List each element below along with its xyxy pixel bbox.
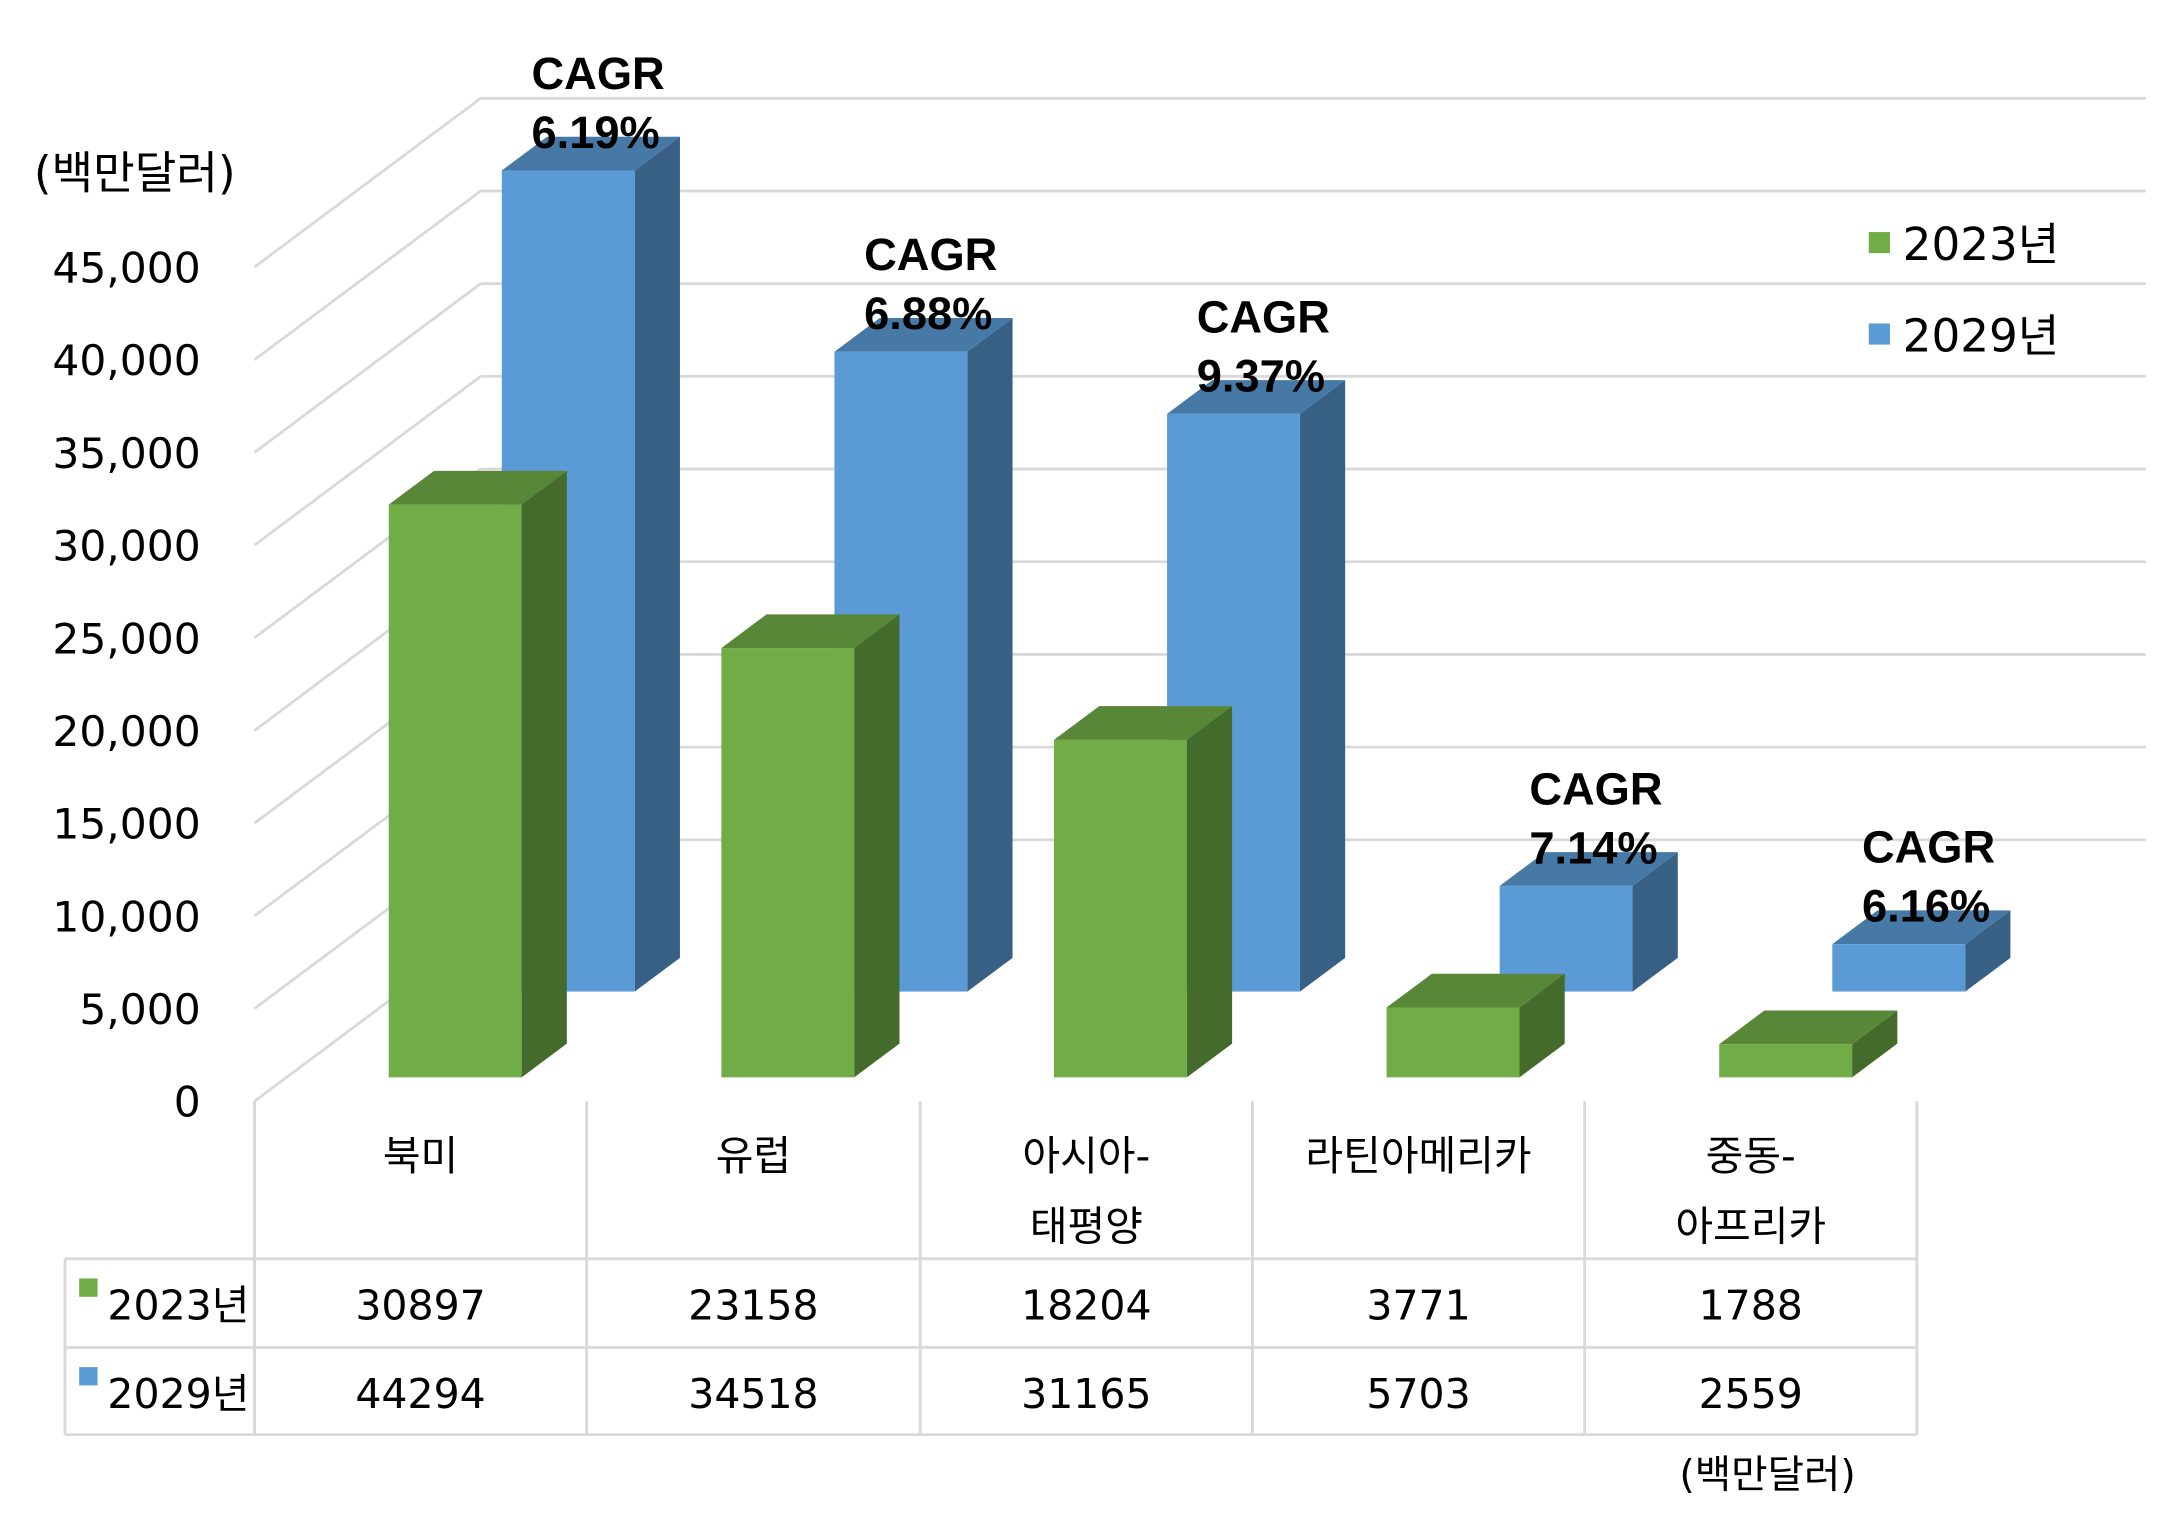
- table-cell: 31165: [1021, 1370, 1151, 1418]
- table-cell: 44294: [355, 1370, 485, 1418]
- bar-2029년-4: [1832, 910, 2011, 992]
- cagr-label-value: 9.37%: [1197, 350, 1325, 401]
- table-legend-swatch: [79, 1367, 98, 1386]
- cagr-label-value: 6.16%: [1862, 881, 1990, 932]
- legend-label: 2029년: [1903, 310, 2060, 363]
- bar-2023년-1: [721, 614, 900, 1078]
- category-label: 중동-: [1706, 1132, 1796, 1180]
- y-tick-label: 45,000: [52, 244, 200, 293]
- bar-top: [1386, 973, 1565, 1008]
- bar-side: [1299, 380, 1346, 992]
- gridline-side: [253, 375, 482, 547]
- cagr-annotations: CAGR 6.19% CAGR 6.88% CAGR 9.37% CAGR 7.14% CAGR…: [532, 48, 1996, 932]
- y-tick-label: 20,000: [52, 707, 200, 756]
- table-cell: 18204: [1021, 1281, 1151, 1329]
- legend-label: 2023년: [1903, 218, 2060, 271]
- y-tick-label: 15,000: [52, 800, 200, 849]
- table-series-label: 2023년: [107, 1281, 249, 1329]
- y-tick-label: 30,000: [52, 522, 200, 571]
- category-label: 라틴아메리카: [1305, 1132, 1531, 1180]
- bar-top: [388, 470, 567, 505]
- table-legend-swatch: [79, 1278, 98, 1297]
- category-label: 아시아-: [1022, 1132, 1150, 1180]
- bar-side: [1632, 852, 1678, 992]
- bar-top: [721, 614, 900, 649]
- bar-2023년-3: [1386, 973, 1565, 1078]
- bar-side: [967, 317, 1013, 992]
- y-tick-label: 35,000: [52, 429, 200, 478]
- legend-swatch: [1868, 232, 1890, 254]
- gridline-side: [253, 282, 482, 454]
- bar-top: [834, 317, 1013, 352]
- bar-top: [1499, 852, 1678, 886]
- bar-front: [1832, 944, 1966, 992]
- category-label: 태평양: [1030, 1203, 1143, 1251]
- category-label: 북미: [383, 1132, 458, 1180]
- bar-top: [501, 136, 680, 171]
- category-label: 아프리카: [1675, 1203, 1826, 1251]
- table-cell: 30897: [355, 1281, 485, 1329]
- bar-2023년-0: [388, 470, 567, 1078]
- bar-side: [521, 470, 567, 1078]
- cagr-label-title: CAGR: [1197, 291, 1330, 342]
- table-cell: 34518: [688, 1370, 818, 1418]
- bar-2029년-3: [1499, 852, 1678, 992]
- bar-front: [1053, 739, 1187, 1078]
- bar-top: [1719, 1010, 1898, 1045]
- table-unit-label: (백만달러): [1679, 1452, 1855, 1498]
- table-cell: 2559: [1699, 1370, 1803, 1418]
- cagr-label-title: CAGR: [864, 229, 997, 280]
- bars: [388, 136, 2011, 1078]
- cagr-label-value: 6.88%: [864, 288, 992, 339]
- cagr-label-value: 6.19%: [532, 107, 660, 158]
- bar-2023년-2: [1053, 706, 1233, 1078]
- gridline-side: [253, 189, 482, 361]
- bar-2023년-4: [1719, 1010, 1898, 1078]
- table-cell: 5703: [1366, 1370, 1470, 1418]
- category-label: 유럽: [716, 1132, 791, 1180]
- bar-side: [854, 614, 900, 1078]
- cagr-label-title: CAGR: [1862, 822, 1995, 873]
- bar-front: [1386, 1007, 1520, 1078]
- legend-swatch: [1868, 323, 1890, 345]
- y-tick-label: 0: [174, 1078, 201, 1127]
- y-axis: 0 5,000 10,000 15,000 20,000 25,000 30,000 35,0…: [52, 244, 200, 1127]
- bar-side: [1186, 706, 1233, 1078]
- bar-top: [1053, 706, 1233, 740]
- table-cell: 3771: [1366, 1281, 1470, 1329]
- table-series-label: 2029년: [107, 1370, 249, 1418]
- gridline-side: [253, 97, 482, 269]
- y-tick-label: 10,000: [52, 892, 200, 941]
- table-cell: 23158: [688, 1281, 818, 1329]
- y-axis-unit-label: (백만달러): [34, 147, 236, 200]
- bar-front: [721, 648, 855, 1078]
- bar-side: [1852, 1010, 1898, 1078]
- bar-front: [1719, 1044, 1853, 1078]
- y-tick-label: 25,000: [52, 614, 200, 663]
- data-table: 북미 유럽 아시아- 태평양 라틴아메리카 중동- 아프리카 2023년 30897 23158 1…: [63, 1101, 1919, 1437]
- y-tick-label: 40,000: [52, 336, 200, 385]
- bar-front: [388, 504, 522, 1078]
- bar-side: [634, 136, 680, 992]
- y-tick-label: 5,000: [79, 985, 200, 1034]
- cagr-label-title: CAGR: [1529, 763, 1662, 814]
- cagr-label-title: CAGR: [532, 48, 665, 99]
- table-cell: 1788: [1699, 1281, 1803, 1329]
- bar-side: [1519, 973, 1565, 1078]
- cagr-label-value: 7.14%: [1529, 822, 1657, 873]
- legend: 2023년 2029년: [1868, 218, 2060, 363]
- bar-side: [1965, 910, 2011, 992]
- bar-top: [1167, 380, 1346, 414]
- bar-top: [1832, 910, 2011, 945]
